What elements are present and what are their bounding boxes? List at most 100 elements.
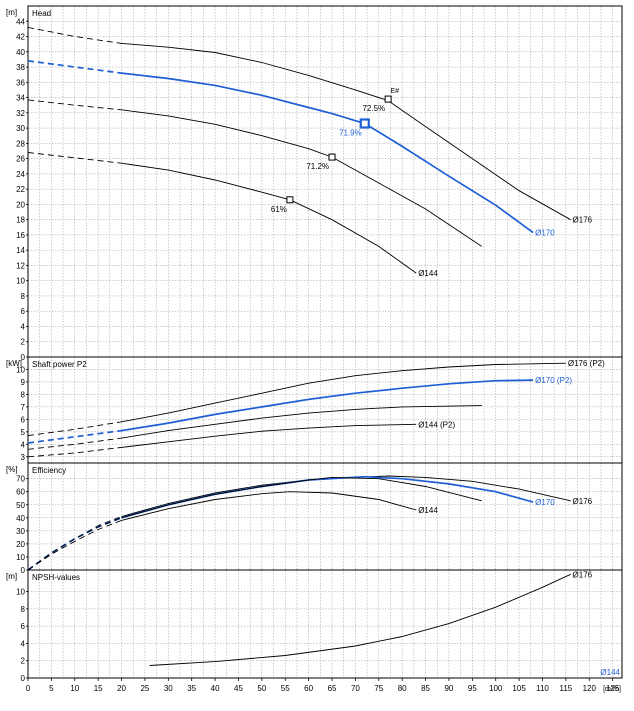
y-tick-label: 4 xyxy=(21,440,26,449)
series-label: Ø144 (P2) xyxy=(418,420,455,429)
x-tick-label: 75 xyxy=(374,684,383,693)
series-line-dashed xyxy=(27,516,122,571)
y-tick-label: 3 xyxy=(21,453,26,462)
series-line-dashed xyxy=(27,517,122,571)
x-tick-label: 95 xyxy=(468,684,477,693)
x-tick-label: 120 xyxy=(583,684,597,693)
panel-npsh xyxy=(26,569,623,679)
operating-point-marker xyxy=(328,153,336,161)
series-line-dashed xyxy=(27,26,122,44)
x-tick-label: 10 xyxy=(70,684,79,693)
x-tick-label: 40 xyxy=(211,684,220,693)
operating-point-marker xyxy=(384,95,392,103)
panel-head xyxy=(26,5,623,358)
series-line-dashed xyxy=(27,429,122,444)
panel-frame xyxy=(27,356,623,464)
x-tick-label: 105 xyxy=(512,684,526,693)
efficiency-label: 71.9% xyxy=(339,129,362,138)
y-tick-label: 8 xyxy=(21,390,26,399)
series-line xyxy=(121,491,417,521)
series-line xyxy=(121,72,534,234)
series-line-dashed xyxy=(27,437,122,450)
panel-frame xyxy=(27,569,623,679)
y-tick-label: 6 xyxy=(21,307,26,316)
y-tick-label: 8 xyxy=(21,292,26,301)
annotation-text: E# xyxy=(390,88,399,95)
series-line xyxy=(121,42,571,221)
x-tick-label: 45 xyxy=(234,684,243,693)
series-label: Ø176 (P2) xyxy=(568,359,605,368)
series-label: Ø144 xyxy=(418,269,438,278)
x-tick-label: 15 xyxy=(94,684,103,693)
y-tick-label: 34 xyxy=(16,94,25,103)
x-tick-label: 0 xyxy=(26,684,31,693)
y-tick-label: 10 xyxy=(16,553,25,562)
x-unit-label: [m³/h] xyxy=(603,686,621,693)
series-line-dashed xyxy=(27,519,122,571)
series-line xyxy=(121,362,566,423)
panel-title: Head xyxy=(32,9,51,18)
y-tick-label: 7 xyxy=(21,403,26,412)
y-tick-label: 38 xyxy=(16,63,25,72)
x-tick-label: 70 xyxy=(351,684,360,693)
panel-title: Efficiency xyxy=(32,466,66,475)
y-unit-label: [m] xyxy=(6,8,17,17)
panel-efficiency xyxy=(26,462,623,571)
x-tick-label: 5 xyxy=(49,684,54,693)
y-tick-label: 4 xyxy=(21,322,26,331)
y-tick-label: 40 xyxy=(16,48,25,57)
panel-title: Shaft power P2 xyxy=(32,360,87,369)
series-line-dashed xyxy=(27,446,122,458)
y-tick-label: 30 xyxy=(16,124,25,133)
series-label: Ø170 (P2) xyxy=(535,376,572,385)
y-tick-label: 40 xyxy=(16,514,25,523)
series-label: Ø176 xyxy=(573,497,593,506)
x-tick-label: 80 xyxy=(398,684,407,693)
x-tick-label: 30 xyxy=(164,684,173,693)
series-label: Ø176 xyxy=(573,216,593,225)
y-unit-label: [kW] xyxy=(6,359,22,368)
y-unit-label: [%] xyxy=(6,465,18,474)
series-line xyxy=(149,573,571,666)
x-tick-label: 35 xyxy=(187,684,196,693)
y-tick-label: 60 xyxy=(16,488,25,497)
series-line-dashed xyxy=(27,99,122,111)
x-tick-label: 60 xyxy=(304,684,313,693)
series-line xyxy=(121,162,417,274)
series-line xyxy=(121,405,482,439)
x-tick-label: 125 xyxy=(606,684,620,693)
series-line-dashed xyxy=(27,152,122,164)
y-tick-label: 6 xyxy=(21,622,26,631)
y-tick-label: 9 xyxy=(21,378,26,387)
y-tick-label: 30 xyxy=(16,527,25,536)
series-label: Ø144 xyxy=(418,506,438,515)
y-tick-label: 20 xyxy=(16,200,25,209)
panel-frame xyxy=(27,5,623,358)
series-line xyxy=(121,475,571,517)
y-tick-label: 70 xyxy=(16,475,25,484)
series-label: Ø144 xyxy=(600,668,620,677)
y-tick-label: 16 xyxy=(16,231,25,240)
y-tick-label: 50 xyxy=(16,501,25,510)
operating-point-marker xyxy=(286,196,294,204)
y-tick-label: 0 xyxy=(21,674,26,683)
x-tick-label: 25 xyxy=(140,684,149,693)
y-tick-label: 42 xyxy=(16,33,25,42)
y-tick-label: 10 xyxy=(16,277,25,286)
x-tick-label: 115 xyxy=(559,684,572,693)
x-tick-label: 55 xyxy=(281,684,290,693)
y-tick-label: 10 xyxy=(16,588,25,597)
series-line xyxy=(121,109,482,247)
operating-point-marker xyxy=(359,118,370,129)
y-tick-label: 2 xyxy=(21,657,26,666)
x-tick-label: 85 xyxy=(421,684,430,693)
series-line xyxy=(121,379,534,432)
series-line xyxy=(121,476,482,519)
x-tick-label: 110 xyxy=(536,684,549,693)
y-tick-label: 2 xyxy=(21,338,26,347)
series-label: Ø170 xyxy=(535,498,555,507)
x-tick-label: 90 xyxy=(444,684,453,693)
y-unit-label: [m] xyxy=(6,572,17,581)
